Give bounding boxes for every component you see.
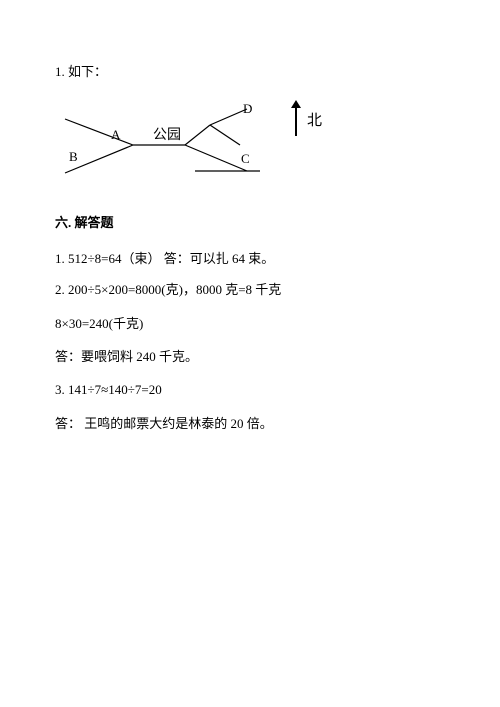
compass-label: 北 [307,108,322,135]
answer-line: 答：要喂饲料 240 千克。 [55,345,445,368]
diagram-container: A B 公园 C D 北 [55,101,445,191]
diagram-edge [65,119,133,145]
answer-line: 1. 512÷8=64（束） 答：可以扎 64 束。 [55,247,445,270]
diagram-label-C: C [241,151,250,166]
diagram-edge [210,125,240,145]
diagram-label-park: 公园 [153,128,181,143]
north-arrow-icon [295,106,297,136]
answer-line: 答： 王鸣的邮票大约是林泰的 20 倍。 [55,412,445,435]
answer-line: 8×30=240(千克) [55,312,445,335]
diagram-edge [185,145,247,171]
answers-block: 1. 512÷8=64（束） 答：可以扎 64 束。 2. 200÷5×200=8… [55,247,445,435]
diagram-edge [210,109,247,125]
diagram-edge [185,125,210,145]
diagram-label-D: D [243,101,252,116]
diagram-label-B: B [69,149,78,164]
diagram-label-A: A [111,127,121,142]
answer-line: 3. 141÷7≈140÷7=20 [55,378,445,401]
intro-line: 1. 如下： [55,60,445,83]
park-diagram: A B 公园 C D [55,101,265,191]
answer-line: 2. 200÷5×200=8000(克)，8000 克=8 千克 [55,278,445,301]
section-heading: 六. 解答题 [55,211,445,234]
compass: 北 [295,106,322,136]
